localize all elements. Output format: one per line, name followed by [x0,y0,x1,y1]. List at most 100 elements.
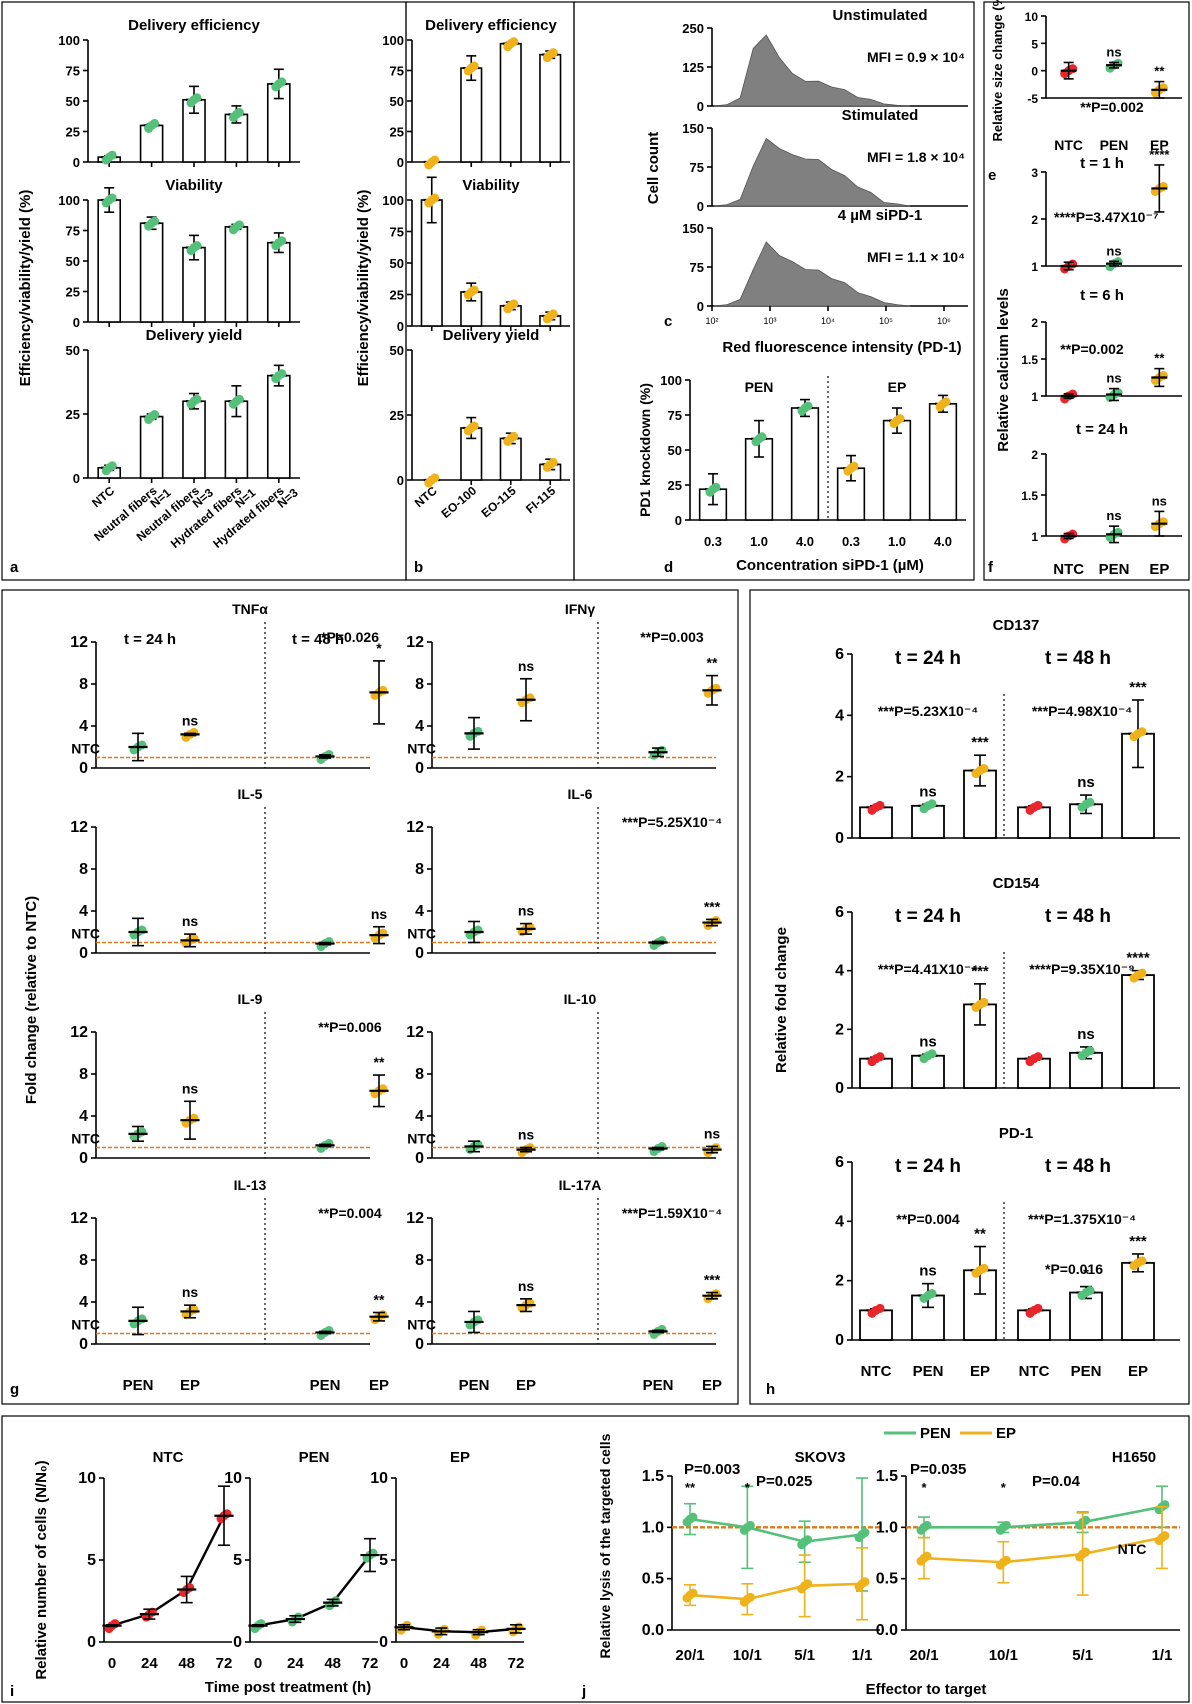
panel-g-4-y-tick-label: 8 [79,1066,88,1083]
panel-g-5-y-tick-label: 4 [415,1108,424,1125]
panel-g-3-sig: ns [518,903,535,919]
panel-b-0-point [506,39,516,49]
panel-h-0-bar [859,806,893,839]
panel-c-hist-title: Stimulated [842,107,919,124]
panel-f-1-y-tick-label: 1.5 [1021,353,1038,367]
panel-c-ylabel: Cell count [645,132,662,205]
panel-f-1-y-tick-label: 1 [1031,390,1038,404]
panel-h-2-point [923,1291,933,1300]
panel-g-1-y-tick-label: 12 [406,634,424,651]
panel-a-2-bar [139,415,164,479]
panel-a-1-bar [97,199,122,323]
panel-h-0-point [871,802,881,812]
panel-b-2-y-tick-label: 0 [397,473,404,488]
panel-c-1-y-tick-label: 0 [697,199,704,214]
panel-j-0-sig: ** [685,1480,696,1495]
panel-i-2-x-tick-label: 48 [470,1655,487,1672]
panel-d-x-tick-label: 4.0 [934,534,952,549]
panel-h-1-pvalue: ****P=9.35X10⁻⁹ [1029,961,1135,977]
panel-c-x-tick-label: 10³ [763,316,776,326]
panel-h-2-point [871,1305,881,1315]
panel-g-7-x-tick-label: EP [516,1377,536,1394]
panel-h-0-time-label: t = 24 h [895,648,961,669]
panel-f-pvalue: ****P=3.47X10⁻⁷ [1054,209,1159,225]
panel-h-2-y-tick-label: 2 [835,1273,844,1290]
panel-j-0-x-tick-label: 1/1 [852,1647,873,1664]
panel-d-x-tick-label: 1.0 [750,534,768,549]
panel-a-1-point [274,238,284,248]
panel-h-x-tick-label: PEN [1071,1363,1102,1380]
panel-b-2-point [545,459,555,469]
panel-b-1-point [545,311,555,321]
panel-g-7-title: IL-17A [559,1177,602,1193]
panel-g-6-x-tick-label: PEN [310,1377,341,1394]
panel-b-2-point [466,423,476,433]
panel-h-1-point [871,1054,881,1064]
panel-h-1-pvalue: ***P=4.41X10⁻⁴ [878,961,978,977]
panel-g-5-ntc-label: NTC [407,1131,436,1147]
panel-b-1-y-tick-label: 0 [397,319,404,334]
panel-b-0-y-tick-label: 100 [382,33,404,48]
panel-d-y-tick-label: 100 [660,373,682,388]
panel-g-0-y-tick-label: 12 [70,634,88,651]
panel-g-3-y-tick-label: 8 [415,861,424,878]
panel-c-hist-title: Unstimulated [832,7,927,24]
panel-d-x-tick-label: 4.0 [796,534,814,549]
panel-i-0-x-tick-label: 48 [178,1655,195,1672]
panel-f-0-sig: ns [1106,243,1121,258]
panel-h-2-time-label: t = 48 h [1045,1156,1111,1177]
panel-g-5-sig: ns [518,1127,535,1143]
panel-i-0-x-tick-label: 0 [108,1655,116,1672]
panel-h-0-point [975,766,985,776]
panel-d-point [938,399,948,409]
panel-g-3-title: IL-6 [568,786,593,802]
panel-f-x-tick-label: EP [1149,561,1169,578]
panel-g-2-sig: ns [371,906,388,922]
panel-g-2-ntc-label: NTC [71,926,100,942]
panel-b-x-tick-label: FI-115 [523,483,558,516]
panel-g-6-pvalue: **P=0.004 [318,1205,382,1221]
panel-i-ylabel: Relative number of cells (N/N₀) [33,1460,50,1679]
panel-g-5-y-tick-label: 8 [415,1066,424,1083]
panel-h-2-bar [1069,1291,1103,1341]
panel-a-0-y-tick-label: 25 [66,125,80,140]
panel-h-0-y-tick-label: 0 [835,830,844,847]
panel-g-7-sig: *** [704,1272,721,1288]
panel-b-1-y-tick-label: 25 [390,288,404,303]
panel-g-6-sig: ns [182,1284,199,1300]
panel-j-0-x-tick-label: 10/1 [733,1647,762,1664]
panel-h-1-sig: ns [1077,1026,1095,1043]
panel-h-2-sig: *** [1129,1233,1147,1250]
panel-h-0-y-tick-label: 2 [835,769,844,786]
panel-b-1-title: Viability [462,177,520,194]
panel-j-0-pvalue: P=0.025 [756,1473,812,1490]
panel-f-x-tick-label: PEN [1099,561,1130,578]
panel-j-1-pvalue: P=0.035 [910,1461,966,1478]
panel-g-4-pvalue: **P=0.006 [318,1019,382,1035]
panel-g-1-y-tick-label: 8 [415,676,424,693]
panel-b-0-bar [539,53,562,163]
panel-g-6-x-tick-label: EP [180,1377,200,1394]
panel-d-point [846,463,856,473]
panel-b-1-point [427,195,437,205]
panel-a-2-point [274,371,284,381]
panel-j-0-x-tick-label: 5/1 [794,1647,815,1664]
panel-g-7-y-tick-label: 12 [406,1210,424,1227]
panel-g-0-title: TNFα [232,601,268,617]
panel-b-2-point [506,433,516,443]
panel-j-1-x-tick-label: 5/1 [1072,1647,1093,1664]
panel-f-title: t = 24 h [1076,421,1128,438]
panel-f-2-sig: ns [1152,493,1167,508]
panel-g-3-ntc-label: NTC [407,926,436,942]
panel-h-2-title: PD-1 [999,1125,1033,1142]
panel-a-0-point [274,79,284,89]
panel-b-2-point [427,475,437,485]
panel-g-2-y-tick-label: 0 [79,945,88,962]
panel-j-1-title: H1650 [1112,1449,1156,1466]
panel-j-0-x-tick-label: 20/1 [675,1647,704,1664]
panel-i-0-x-tick-label: 72 [216,1655,233,1672]
panel-h-0-bar [911,804,945,839]
panel-h-1-point [1133,970,1143,980]
panel-c-mfi: MFI = 0.9 × 10⁴ [867,49,965,65]
